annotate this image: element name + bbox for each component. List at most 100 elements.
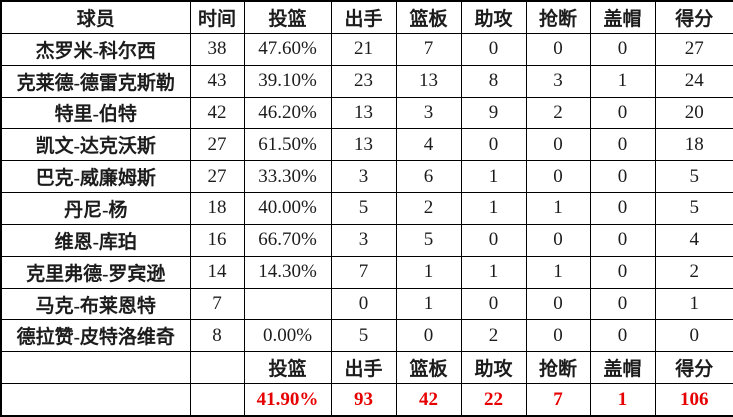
column-header-steals: 抢断	[525, 0, 591, 34]
stat-cell-fg-pct: 39.10%	[243, 64, 332, 98]
column-header-fg-pct: 投篮	[243, 0, 332, 34]
stat-cell-assists: 1	[460, 160, 527, 194]
stat-cell-steals: 0	[525, 160, 591, 194]
stat-cell-points: 4	[654, 223, 733, 257]
stat-cell-fg-pct	[243, 287, 332, 321]
column-header-blocks: 盖帽	[589, 0, 656, 34]
stat-cell-rebounds: 6	[395, 160, 462, 194]
player-name-cell: 德拉赞-皮特洛维奇	[0, 319, 191, 353]
stat-cell-fg-pct: 14.30%	[243, 255, 332, 289]
stat-cell-minutes: 14	[189, 255, 245, 289]
stat-cell-rebounds: 2	[395, 192, 462, 225]
table-row: 克里弗德-罗宾逊 14 14.30% 7 1 1 1 0 2	[0, 255, 733, 289]
total-fg-pct: 41.90%	[243, 383, 332, 417]
stat-cell-rebounds: 0	[395, 319, 462, 353]
stat-cell-points: 5	[654, 192, 733, 225]
table-row: 德拉赞-皮特洛维奇 8 0.00% 5 0 2 0 0 0	[0, 319, 733, 353]
table-row: 杰罗米-科尔西 38 47.60% 21 7 0 0 0 27	[0, 32, 733, 66]
stat-cell-blocks: 0	[589, 287, 656, 321]
stat-cell-fg-pct: 40.00%	[243, 192, 332, 225]
player-name-cell: 巴克-威廉姆斯	[0, 160, 191, 194]
column-header-attempts: 出手	[330, 0, 397, 34]
empty-cell	[0, 351, 191, 385]
stat-cell-blocks: 0	[589, 32, 656, 66]
totals-label-blocks: 盖帽	[589, 351, 656, 385]
stat-cell-attempts: 13	[330, 96, 397, 130]
table-row: 特里-伯特 42 46.20% 13 3 9 2 0 20	[0, 96, 733, 130]
column-header-player: 球员	[0, 0, 191, 34]
stat-cell-steals: 2	[525, 96, 591, 130]
stat-cell-fg-pct: 61.50%	[243, 128, 332, 162]
stat-cell-rebounds: 1	[395, 255, 462, 289]
stat-cell-rebounds: 1	[395, 287, 462, 321]
player-name-cell: 克里弗德-罗宾逊	[0, 255, 191, 289]
stat-cell-steals: 1	[525, 255, 591, 289]
header-row: 球员 时间 投篮 出手 篮板 助攻 抢断 盖帽 得分	[0, 0, 733, 34]
stat-cell-points: 0	[654, 319, 733, 353]
column-header-minutes: 时间	[189, 0, 245, 34]
totals-label-attempts: 出手	[330, 351, 397, 385]
table-row: 维恩-库珀 16 66.70% 3 5 0 0 0 4	[0, 223, 733, 257]
stat-cell-attempts: 7	[330, 255, 397, 289]
stat-cell-attempts: 21	[330, 32, 397, 66]
stat-cell-assists: 1	[460, 192, 527, 225]
stat-cell-blocks: 0	[589, 319, 656, 353]
stat-cell-steals: 0	[525, 319, 591, 353]
stat-cell-blocks: 0	[589, 223, 656, 257]
totals-label-fg-pct: 投篮	[243, 351, 332, 385]
stat-cell-assists: 0	[460, 128, 527, 162]
empty-cell	[189, 351, 245, 385]
column-header-points: 得分	[654, 0, 733, 34]
total-attempts: 93	[330, 383, 397, 417]
stat-cell-attempts: 3	[330, 160, 397, 194]
stat-cell-minutes: 27	[189, 128, 245, 162]
stat-cell-fg-pct: 33.30%	[243, 160, 332, 194]
stat-cell-attempts: 13	[330, 128, 397, 162]
stat-cell-blocks: 0	[589, 255, 656, 289]
total-rebounds: 42	[395, 383, 462, 417]
player-name-cell: 杰罗米-科尔西	[0, 32, 191, 66]
stat-cell-points: 24	[654, 64, 733, 98]
table-row: 凯文-达克沃斯 27 61.50% 13 4 0 0 0 18	[0, 128, 733, 162]
stat-cell-points: 1	[654, 287, 733, 321]
stat-cell-attempts: 5	[330, 319, 397, 353]
stat-cell-attempts: 23	[330, 64, 397, 98]
table-row: 克莱德-德雷克斯勒 43 39.10% 23 13 8 3 1 24	[0, 64, 733, 98]
player-name-cell: 克莱德-德雷克斯勒	[0, 64, 191, 98]
stat-cell-assists: 2	[460, 319, 527, 353]
total-blocks: 1	[589, 383, 656, 417]
stat-cell-points: 20	[654, 96, 733, 130]
stat-cell-minutes: 18	[189, 192, 245, 225]
stat-cell-attempts: 0	[330, 287, 397, 321]
stat-cell-minutes: 27	[189, 160, 245, 194]
stat-cell-assists: 8	[460, 64, 527, 98]
stat-cell-attempts: 5	[330, 192, 397, 225]
stat-cell-rebounds: 7	[395, 32, 462, 66]
stat-cell-assists: 9	[460, 96, 527, 130]
stat-cell-minutes: 43	[189, 64, 245, 98]
empty-cell	[189, 383, 245, 417]
stat-cell-minutes: 38	[189, 32, 245, 66]
total-steals: 7	[525, 383, 591, 417]
stat-cell-fg-pct: 47.60%	[243, 32, 332, 66]
stat-cell-assists: 0	[460, 287, 527, 321]
table-row: 丹尼-杨 18 40.00% 5 2 1 1 0 5	[0, 192, 733, 225]
stat-cell-steals: 0	[525, 32, 591, 66]
stat-cell-assists: 0	[460, 223, 527, 257]
stat-cell-minutes: 8	[189, 319, 245, 353]
stat-cell-fg-pct: 46.20%	[243, 96, 332, 130]
player-name-cell: 维恩-库珀	[0, 223, 191, 257]
stat-cell-blocks: 0	[589, 160, 656, 194]
stat-cell-minutes: 42	[189, 96, 245, 130]
player-name-cell: 马克-布莱恩特	[0, 287, 191, 321]
totals-label-row: 投篮 出手 篮板 助攻 抢断 盖帽 得分	[0, 351, 733, 385]
totals-row: 41.90% 93 42 22 7 1 106	[0, 383, 733, 417]
stat-cell-points: 18	[654, 128, 733, 162]
stat-cell-rebounds: 3	[395, 96, 462, 130]
stat-cell-steals: 0	[525, 128, 591, 162]
stat-cell-rebounds: 4	[395, 128, 462, 162]
stat-cell-minutes: 16	[189, 223, 245, 257]
column-header-assists: 助攻	[460, 0, 527, 34]
totals-label-assists: 助攻	[460, 351, 527, 385]
total-points: 106	[654, 383, 733, 417]
